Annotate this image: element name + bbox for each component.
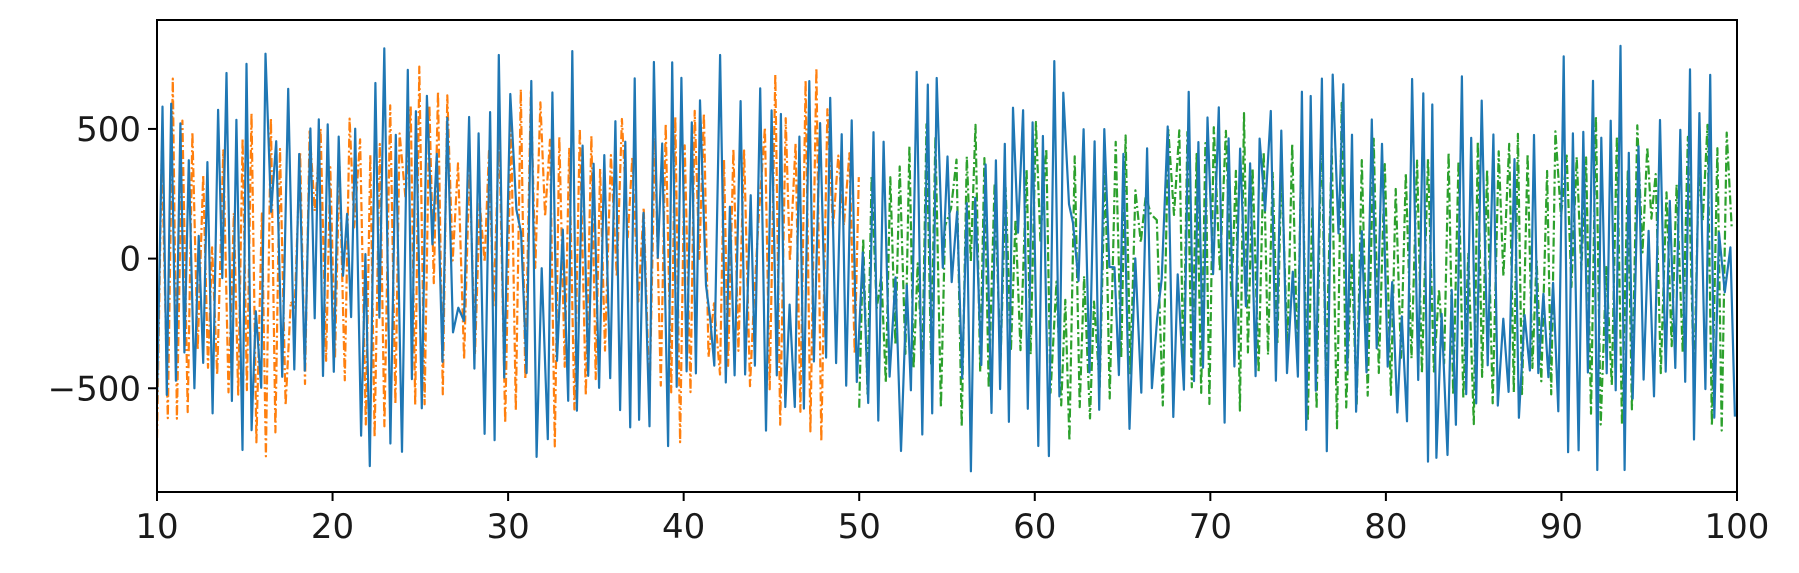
series-line-1 bbox=[157, 44, 1736, 473]
x-tick-label: 10 bbox=[135, 507, 178, 547]
x-tick-label: 90 bbox=[1540, 507, 1583, 547]
x-tick-label: 30 bbox=[486, 507, 529, 547]
x-tick-label: 60 bbox=[1013, 507, 1056, 547]
x-tick-label: 70 bbox=[1189, 507, 1232, 547]
x-tick-label: 80 bbox=[1364, 507, 1407, 547]
x-tick-label: 100 bbox=[1705, 507, 1770, 547]
x-tick-label: 40 bbox=[662, 507, 705, 547]
x-tick-label: 20 bbox=[311, 507, 354, 547]
y-tick-label: 500 bbox=[76, 110, 141, 150]
series-layer bbox=[157, 44, 1736, 473]
x-axis: 10 20 30 40 50 60 70 80 90 100 bbox=[135, 492, 1769, 547]
y-axis: −500 0 500 bbox=[48, 110, 157, 409]
x-tick-label: 50 bbox=[838, 507, 881, 547]
y-tick-label: 0 bbox=[119, 240, 141, 280]
y-tick-label: −500 bbox=[48, 369, 141, 409]
plot-frame bbox=[156, 19, 1738, 493]
